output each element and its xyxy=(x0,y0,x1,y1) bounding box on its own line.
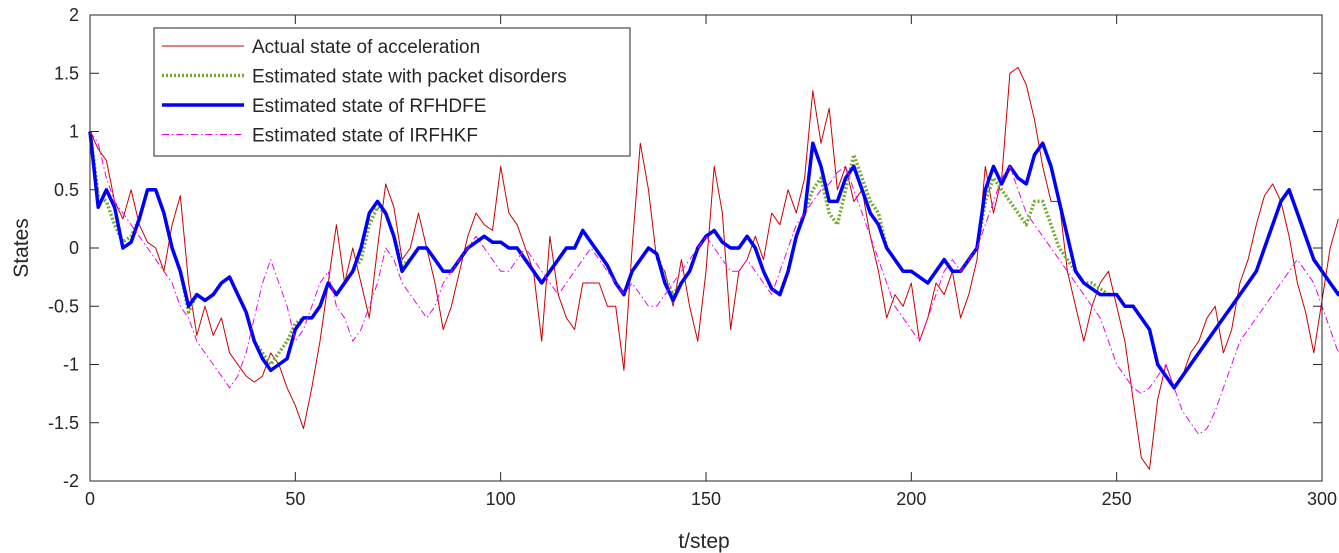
series-line-3 xyxy=(88,131,1339,390)
y-tick-label: 0 xyxy=(69,238,79,258)
series-line-1 xyxy=(89,66,1339,470)
legend-box xyxy=(153,27,631,157)
x-tick-label: 50 xyxy=(285,489,305,509)
x-tick-label: 250 xyxy=(1102,489,1132,509)
ticks-layer: 0 50 100 150 200 250 300 -2 -1.5 -1 -0.5 0 0.5 1 1.5 2 xyxy=(48,5,1337,509)
y-tick-label: 0.5 xyxy=(54,180,79,200)
y-tick-label: 1.5 xyxy=(54,63,79,83)
x-tick-label: 0 xyxy=(85,489,95,509)
y-axis-label: States xyxy=(10,218,33,278)
legend: Actual state of acceleration Estimated st… xyxy=(153,27,631,157)
x-tick-label: 100 xyxy=(486,489,516,509)
y-tick-label: -1 xyxy=(63,355,79,375)
legend-label-2: Estimated state with packet disorders xyxy=(252,67,567,88)
x-tick-label: 150 xyxy=(691,489,721,509)
legend-label-3: Estimated state of RFHDFE xyxy=(252,96,486,117)
series-line-4 xyxy=(89,131,1339,435)
legend-label-4: Estimated state of IRFHKF xyxy=(252,126,478,147)
series-layer xyxy=(88,66,1339,470)
y-tick-label: -1.5 xyxy=(48,413,79,433)
y-tick-label: 2 xyxy=(69,5,79,25)
x-tick-label: 200 xyxy=(896,489,926,509)
x-axis-label: t/step xyxy=(678,530,729,553)
y-tick-label: -0.5 xyxy=(48,296,79,316)
x-tick-label: 300 xyxy=(1307,489,1337,509)
y-tick-label: -2 xyxy=(63,471,79,491)
legend-label-1: Actual state of acceleration xyxy=(252,37,480,58)
y-tick-label: 1 xyxy=(69,122,79,142)
